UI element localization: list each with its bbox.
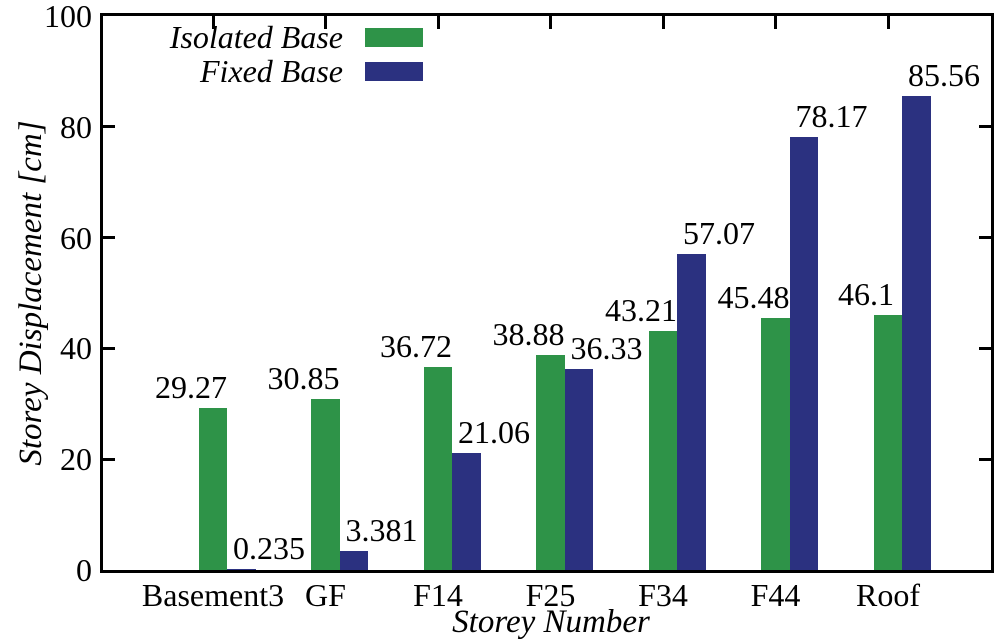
y-tick-right (979, 457, 991, 461)
legend-row-fixed-base: Fixed Base (120, 52, 423, 89)
x-tick-top (661, 16, 665, 29)
bar-fixed-base (339, 551, 368, 570)
bar-fixed-base (902, 96, 931, 570)
x-tick-label: F14 (413, 577, 463, 613)
x-tick-top (774, 16, 777, 29)
value-label-isolated-base: 36.72 (380, 327, 452, 364)
value-label-fixed-base: 57.07 (683, 214, 755, 251)
y-tick-left (103, 125, 115, 129)
x-tick-label: F44 (750, 577, 801, 613)
y-tick-label: 60 (60, 219, 92, 256)
bar-isolated-base (648, 330, 677, 570)
value-label-fixed-base: 3.381 (345, 512, 418, 549)
y-tick-right (979, 236, 991, 240)
bar-fixed-base (452, 453, 481, 570)
x-tick-top (211, 16, 215, 29)
x-tick-label: GF (305, 577, 346, 613)
legend: Isolated Base Fixed Base (120, 18, 423, 89)
bar-fixed-base (789, 136, 818, 570)
bar-isolated-base (761, 318, 790, 570)
y-axis-title: Storey Displacement [cm] (13, 120, 49, 466)
value-label-fixed-base: 0.235 (233, 529, 305, 566)
bar-isolated-base (536, 354, 565, 570)
legend-row-isolated-base: Isolated Base (120, 18, 423, 55)
legend-label-fixed-base: Fixed Base (199, 52, 343, 89)
legend-swatch-fixed-base (365, 61, 423, 81)
y-tick-label: 0 (76, 552, 92, 588)
value-label-isolated-base: 46.1 (838, 275, 894, 312)
x-tick-label: Basement3 (141, 577, 285, 613)
y-tick-right (979, 125, 991, 129)
bar-isolated-base (311, 399, 340, 570)
x-tick-top (436, 16, 440, 29)
legend-swatch-isolated-base (365, 27, 423, 47)
bar-fixed-base (227, 568, 256, 570)
x-tick-top (324, 16, 327, 29)
x-axis-title: Storey Number (452, 604, 650, 640)
y-tick-left (103, 346, 115, 350)
y-tick-label: 20 (60, 441, 92, 478)
x-tick-top (886, 16, 890, 29)
bar-isolated-base (873, 314, 902, 570)
y-tick-label: 40 (60, 330, 92, 367)
y-tick-label: 80 (60, 108, 92, 145)
bar-fixed-base (677, 253, 706, 570)
value-label-fixed-base: 85.56 (908, 56, 980, 93)
y-tick-label: 100 (44, 0, 92, 34)
x-tick-label: Roof (856, 577, 920, 613)
value-label-isolated-base: 45.48 (717, 279, 790, 316)
x-tick-top (549, 16, 552, 29)
value-label-isolated-base: 30.85 (267, 360, 340, 397)
value-label-isolated-base: 38.88 (492, 315, 565, 352)
y-tick-right (979, 346, 991, 350)
bar-isolated-base (198, 407, 227, 570)
x-tick-label: F25 (525, 577, 576, 613)
y-tick-left (103, 236, 115, 240)
value-label-isolated-base: 29.27 (155, 368, 227, 405)
value-label-fixed-base: 78.17 (795, 97, 868, 134)
bar-isolated-base (423, 366, 452, 570)
value-label-fixed-base: 36.33 (570, 329, 643, 366)
y-tick-left (103, 457, 115, 461)
x-tick-label: F34 (638, 577, 688, 613)
plot-area: Isolated Base Fixed Base 29.27 30.85 36.72 3… (100, 13, 994, 573)
legend-label-isolated-base: Isolated Base (169, 18, 343, 55)
value-label-isolated-base: 43.21 (605, 291, 677, 328)
bar-fixed-base (564, 368, 593, 570)
value-label-fixed-base: 21.06 (458, 414, 530, 451)
